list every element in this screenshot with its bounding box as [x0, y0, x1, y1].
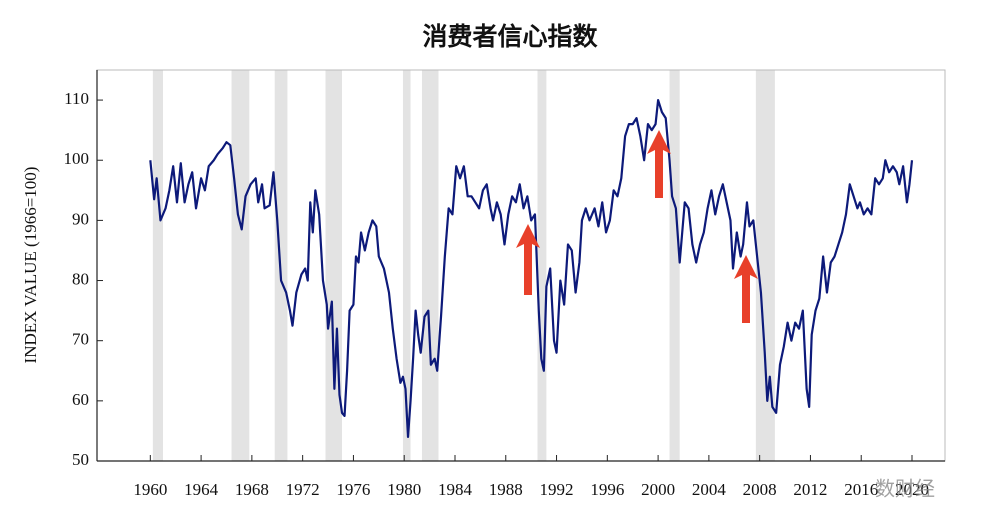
x-tick-label: 2020 [895, 480, 929, 499]
x-tick-label: 2008 [743, 480, 777, 499]
recession-band [537, 70, 547, 461]
recession-band [669, 70, 680, 461]
arrows [516, 130, 758, 323]
y-tick-label: 100 [64, 149, 90, 168]
x-tick-label: 1960 [133, 480, 167, 499]
y-tick-label: 70 [72, 330, 89, 349]
recession-shading [152, 70, 775, 461]
x-tick-label: 1980 [387, 480, 421, 499]
x-tick-label: 1992 [540, 480, 574, 499]
recession-band [402, 70, 411, 461]
x-tick-label: 1972 [286, 480, 320, 499]
x-tick-label: 2016 [844, 480, 878, 499]
y-axis-label: INDEX VALUE (1966=100) [21, 167, 40, 364]
x-tick-label: 2012 [793, 480, 827, 499]
x-tick-label: 2004 [692, 480, 727, 499]
y-tick-label: 50 [72, 450, 89, 469]
watermark: 数财经 [875, 477, 935, 501]
recession-band [231, 70, 250, 461]
series-line [149, 98, 914, 439]
x-tick-label: 1976 [336, 480, 370, 499]
recession-band [152, 70, 164, 461]
recession-band [421, 70, 439, 461]
arrow [516, 224, 540, 295]
x-tick-label: 1968 [235, 480, 269, 499]
axes: 50 60 70 80 90 100 110 1960 1964 1968 1972 1976 1980… [64, 69, 946, 499]
x-tick-label: 1984 [438, 480, 473, 499]
plot-frame [96, 69, 946, 462]
y-tick-label: 80 [72, 269, 89, 288]
arrow [734, 255, 758, 323]
recession-band [755, 70, 775, 461]
arrow [647, 130, 671, 198]
y-tick-label: 110 [64, 89, 89, 108]
x-tick-label: 1964 [184, 480, 219, 499]
x-tick-label: 2000 [641, 480, 675, 499]
x-tick-label: 1988 [489, 480, 523, 499]
chart-title: 消费者信心指数 [422, 22, 598, 51]
y-tick-label: 60 [72, 390, 89, 409]
x-tick-label: 1996 [590, 480, 624, 499]
y-tick-label: 90 [72, 209, 89, 228]
